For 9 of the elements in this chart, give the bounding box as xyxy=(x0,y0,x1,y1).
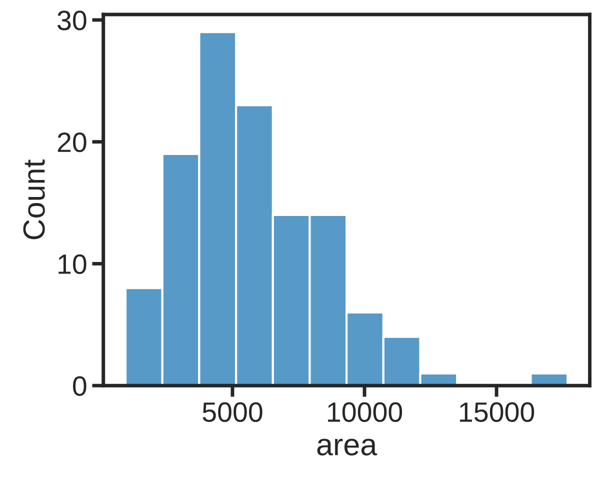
y-axis-title: Count xyxy=(23,159,45,240)
x-axis-title: area xyxy=(317,438,378,456)
x-tick-label: 5000 xyxy=(202,402,262,422)
x-tick-label: 15000 xyxy=(460,402,534,422)
y-tick-label: 10 xyxy=(58,254,86,274)
x-tick-label: 10000 xyxy=(328,402,402,422)
y-tick-label: 30 xyxy=(58,10,86,30)
y-tick-label: 0 xyxy=(73,376,86,396)
y-tick-label: 20 xyxy=(58,132,86,152)
